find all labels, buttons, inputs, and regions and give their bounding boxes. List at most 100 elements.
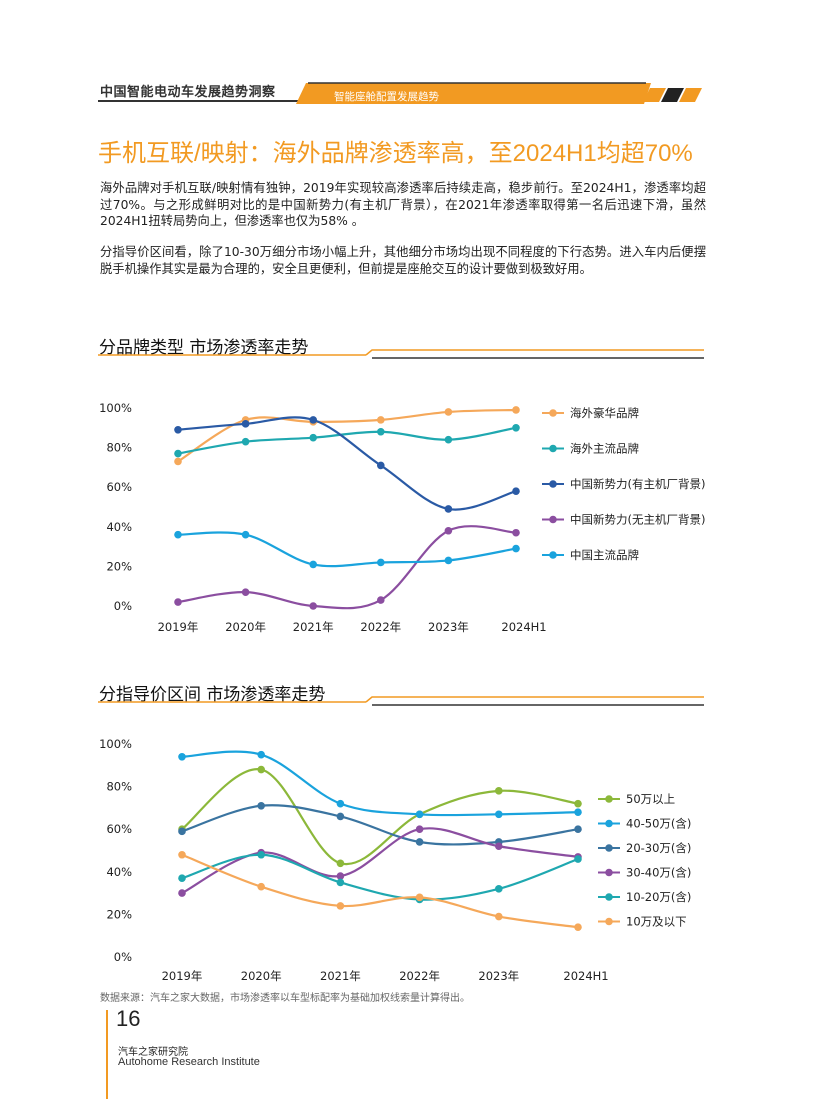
chart2-title-underline <box>98 696 704 706</box>
legend-label: 中国新势力(有主机厂背景) <box>570 477 705 491</box>
footer-org-cn: 汽车之家研究院 <box>118 1047 188 1058</box>
chart1-title: 分品牌类型 市场渗透率走势 <box>99 338 309 358</box>
chart1-title-underline <box>98 349 704 359</box>
data-point <box>178 850 186 859</box>
x-tick-label: 2021年 <box>320 969 361 983</box>
data-point <box>257 801 265 810</box>
data-point <box>444 505 453 513</box>
data-point <box>178 752 186 761</box>
data-point <box>336 799 345 808</box>
legend-label: 20-30万(含) <box>626 841 691 855</box>
data-point <box>241 530 250 539</box>
data-point <box>444 435 453 444</box>
legend-swatch-marker <box>549 409 557 417</box>
x-tick-label: 2024H1 <box>563 969 608 983</box>
y-tick-label: 20% <box>106 907 132 921</box>
chart1-brand-type: 0% 20% 40% 60% 80% 100% 2019年 2020年 2021年 2022年 20… <box>99 401 705 634</box>
data-point <box>444 526 453 535</box>
data-point <box>178 874 186 882</box>
data-point <box>495 810 503 819</box>
x-tick-label: 2023年 <box>478 969 519 983</box>
data-point <box>241 588 250 596</box>
data-point <box>174 425 182 434</box>
legend-label: 中国主流品牌 <box>570 548 639 562</box>
data-point <box>174 449 182 458</box>
x-tick-label: 2019年 <box>162 969 203 983</box>
source-note: 数据来源：汽车之家大数据，市场渗透率以车型标配率为基础加权线索量计算得出。 <box>100 993 470 1004</box>
legend-swatch-marker <box>605 893 613 901</box>
data-point <box>336 878 345 887</box>
data-point <box>574 923 582 931</box>
page-number: 16 <box>116 1006 141 1031</box>
data-point <box>377 427 385 436</box>
y-tick-label: 60% <box>106 480 132 494</box>
legend-label: 海外豪华品牌 <box>570 406 639 420</box>
data-point <box>415 893 424 902</box>
chart2-price-range: 0% 20% 40% 60% 80% 100% 2019年 2020年 2021年 2022年 20… <box>99 737 691 983</box>
data-point <box>257 750 265 759</box>
data-point <box>336 902 345 910</box>
x-tick-label: 2020年 <box>241 969 282 983</box>
series-line <box>177 416 517 511</box>
data-point <box>495 912 503 921</box>
y-tick-label: 0% <box>114 599 132 613</box>
series-line <box>181 853 579 901</box>
x-tick-label: 2020年 <box>225 620 266 634</box>
y-tick-label: 80% <box>106 780 132 794</box>
data-point <box>336 812 345 821</box>
legend-swatch-marker <box>605 795 613 803</box>
page-title: 手机互联/映射：海外品牌渗透率高，至2024H1均超70% <box>98 140 693 167</box>
y-tick-label: 40% <box>106 865 132 879</box>
data-point <box>444 408 453 416</box>
legend-swatch-marker <box>605 917 613 926</box>
header-section-tab <box>296 82 702 104</box>
y-tick-label: 0% <box>114 950 132 964</box>
data-point <box>495 842 503 851</box>
chart2-title: 分指导价区间 市场渗透率走势 <box>99 685 326 705</box>
data-point <box>377 596 385 604</box>
data-point <box>257 882 265 891</box>
series-line <box>177 525 517 610</box>
data-point <box>309 560 317 569</box>
data-point <box>178 827 186 836</box>
legend-swatch-marker <box>605 868 613 877</box>
data-point <box>309 602 317 610</box>
data-point <box>174 457 182 466</box>
data-point <box>336 872 345 880</box>
data-point <box>178 889 186 897</box>
series-line <box>177 531 517 568</box>
data-point <box>336 859 345 868</box>
data-point <box>174 598 182 606</box>
data-point <box>377 461 385 470</box>
section-tab-label: 智能座舱配置发展趋势 <box>334 91 439 103</box>
data-point <box>495 787 503 795</box>
series-line <box>181 853 579 929</box>
x-tick-label: 2019年 <box>158 620 199 634</box>
footer-org-en: Autohome Research Institute <box>118 1056 260 1068</box>
legend-swatch-marker <box>605 844 613 852</box>
data-point <box>495 885 503 893</box>
data-point <box>257 765 265 774</box>
legend-swatch-marker <box>549 515 557 524</box>
data-point <box>377 416 385 424</box>
data-point <box>415 825 424 833</box>
legend-label: 海外主流品牌 <box>570 442 639 456</box>
y-tick-label: 60% <box>106 822 132 836</box>
data-point <box>241 437 250 446</box>
y-tick-label: 20% <box>106 559 132 573</box>
series-line <box>177 408 517 463</box>
data-point <box>444 556 453 565</box>
paragraph-1: 海外品牌对手机互联/映射情有独钟，2019年实现较高渗透率后持续走高，稳步前行。… <box>100 181 706 228</box>
y-tick-label: 100% <box>99 737 132 751</box>
legend-label: 40-50万(含) <box>626 817 691 831</box>
paragraph-2: 分指导价区间看，除了10-30万细分市场小幅上升，其他细分市场均出现不同程度的下… <box>100 245 706 276</box>
legend-label: 10万及以下 <box>626 915 687 929</box>
data-point <box>512 424 520 432</box>
data-point <box>174 530 182 539</box>
legend-label: 50万以上 <box>626 792 675 806</box>
data-point <box>415 838 424 846</box>
data-point <box>257 850 265 859</box>
y-tick-label: 80% <box>106 441 132 455</box>
series-line <box>177 426 517 455</box>
x-tick-label: 2022年 <box>360 620 401 634</box>
